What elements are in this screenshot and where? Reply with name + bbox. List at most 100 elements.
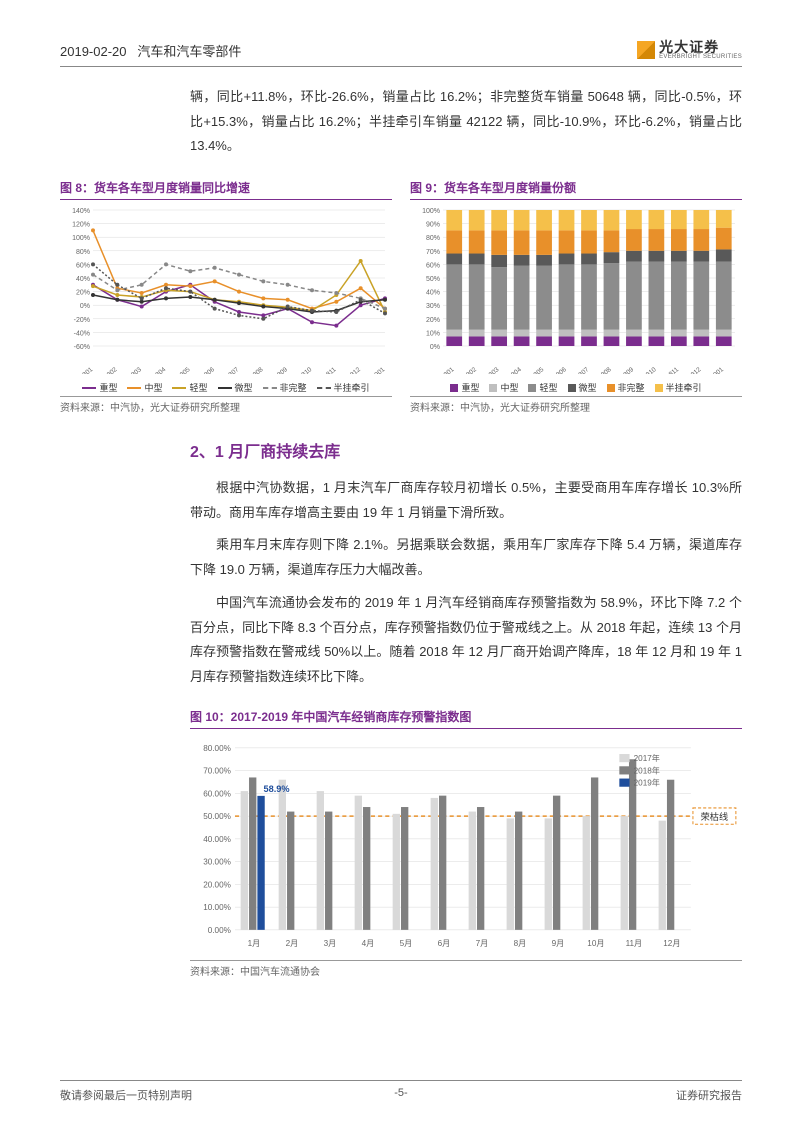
svg-text:0%: 0% — [80, 303, 90, 310]
svg-text:201901: 201901 — [704, 366, 725, 374]
svg-text:80%: 80% — [76, 249, 90, 256]
footer-left: 敬请参阅最后一页特别声明 — [60, 1087, 192, 1103]
svg-text:60%: 60% — [426, 262, 440, 269]
svg-text:201809: 201809 — [614, 366, 635, 374]
svg-text:70%: 70% — [426, 249, 440, 256]
svg-text:2月: 2月 — [286, 939, 299, 948]
page-footer: 敬请参阅最后一页特别声明 -5- 证券研究报告 — [60, 1080, 742, 1103]
logo-cn: 光大证券 — [659, 40, 742, 54]
svg-text:30%: 30% — [426, 303, 440, 310]
logo-mark-icon — [637, 41, 655, 59]
chart9-legend: 重型中型轻型微型非完整半挂牵引 — [410, 381, 742, 394]
svg-text:20.00%: 20.00% — [203, 880, 231, 889]
svg-text:50.00%: 50.00% — [203, 812, 231, 821]
chart9-svg: 0%10%20%30%40%50%60%70%80%90%100%2018012… — [410, 204, 742, 374]
svg-text:80.00%: 80.00% — [203, 744, 231, 753]
svg-text:201811: 201811 — [659, 366, 680, 374]
svg-text:-40%: -40% — [74, 330, 90, 337]
header-meta: 2019-02-20 汽车和汽车零部件 — [60, 41, 241, 60]
logo: 光大证券 EVERBRIGHT SECURITIES — [637, 40, 742, 60]
svg-text:201810: 201810 — [292, 366, 313, 374]
section2-p3: 中国汽车流通协会发布的 2019 年 1 月汽车经销商库存预警指数为 58.9%… — [190, 591, 742, 690]
svg-text:201803: 201803 — [122, 366, 143, 374]
svg-text:201804: 201804 — [502, 366, 523, 374]
chart8-legend: 重型中型轻型微型非完整半挂牵引 — [60, 381, 392, 394]
svg-text:201802: 201802 — [97, 366, 118, 374]
svg-text:201805: 201805 — [170, 366, 191, 374]
logo-en: EVERBRIGHT SECURITIES — [659, 54, 742, 60]
chart10-title: 图 10：2017-2019 年中国汽车经销商库存预警指数图 — [190, 708, 742, 729]
intro-paragraph: 辆，同比+11.8%，环比-26.6%，销量占比 16.2%；非完整货车销量 5… — [190, 85, 742, 159]
footer-center: -5- — [394, 1087, 407, 1099]
svg-text:90%: 90% — [426, 222, 440, 229]
footer-right: 证券研究报告 — [676, 1087, 742, 1103]
svg-text:201806: 201806 — [547, 366, 568, 374]
svg-text:201809: 201809 — [268, 366, 289, 374]
chart8-svg: -60%-40%-20%0%20%40%60%80%100%120%140%20… — [60, 204, 392, 374]
svg-text:40%: 40% — [426, 290, 440, 297]
svg-text:3月: 3月 — [324, 939, 337, 948]
svg-text:201803: 201803 — [479, 366, 500, 374]
chart8-title: 图 8：货车各车型月度销量同比增速 — [60, 179, 392, 200]
svg-text:201808: 201808 — [592, 366, 613, 374]
svg-text:201807: 201807 — [219, 366, 240, 374]
svg-text:201807: 201807 — [569, 366, 590, 374]
svg-text:20%: 20% — [426, 317, 440, 324]
page-header: 2019-02-20 汽车和汽车零部件 光大证券 EVERBRIGHT SECU… — [60, 40, 742, 67]
svg-text:50%: 50% — [426, 276, 440, 283]
svg-text:201801: 201801 — [434, 366, 455, 374]
svg-text:40%: 40% — [76, 276, 90, 283]
svg-text:2018年: 2018年 — [634, 765, 660, 775]
svg-text:100%: 100% — [72, 235, 90, 242]
section2-p2: 乘用车月末库存则下降 2.1%。另据乘联会数据，乘用车厂家库存下降 5.4 万辆… — [190, 533, 742, 582]
svg-text:30.00%: 30.00% — [203, 857, 231, 866]
chart8-source: 资料来源：中汽协，光大证券研究所整理 — [60, 396, 392, 414]
svg-text:58.9%: 58.9% — [264, 783, 290, 793]
chart10-source: 资料来源：中国汽车流通协会 — [190, 960, 742, 978]
svg-text:70.00%: 70.00% — [203, 766, 231, 775]
svg-text:0%: 0% — [430, 344, 440, 351]
svg-text:-60%: -60% — [74, 344, 90, 351]
svg-text:10月: 10月 — [587, 939, 604, 948]
header-title: 汽车和汽车零部件 — [137, 44, 241, 59]
svg-text:8月: 8月 — [514, 939, 527, 948]
svg-text:4月: 4月 — [362, 939, 375, 948]
svg-text:201804: 201804 — [146, 366, 167, 374]
svg-text:40.00%: 40.00% — [203, 834, 231, 843]
svg-text:10.00%: 10.00% — [203, 903, 231, 912]
svg-text:100%: 100% — [422, 208, 440, 215]
svg-text:201802: 201802 — [457, 366, 478, 374]
svg-text:2017年: 2017年 — [634, 753, 660, 763]
svg-text:9月: 9月 — [552, 939, 565, 948]
svg-text:10%: 10% — [426, 330, 440, 337]
section2-title: 2、1 月厂商持续去库 — [190, 438, 742, 462]
svg-text:120%: 120% — [72, 222, 90, 229]
svg-text:80%: 80% — [426, 235, 440, 242]
svg-text:201901: 201901 — [365, 366, 386, 374]
svg-text:5月: 5月 — [400, 939, 413, 948]
section2-p1: 根据中汽协数据，1 月末汽车厂商库存较月初增长 0.5%，主要受商用车库存增长 … — [190, 476, 742, 525]
svg-text:荣枯线: 荣枯线 — [701, 811, 729, 822]
svg-text:201811: 201811 — [317, 366, 338, 374]
svg-text:6月: 6月 — [438, 939, 451, 948]
svg-text:0.00%: 0.00% — [208, 925, 231, 934]
svg-text:201810: 201810 — [637, 366, 658, 374]
svg-text:201801: 201801 — [73, 366, 94, 374]
svg-text:60.00%: 60.00% — [203, 789, 231, 798]
svg-text:12月: 12月 — [663, 939, 680, 948]
svg-text:201808: 201808 — [243, 366, 264, 374]
svg-text:1月: 1月 — [248, 939, 261, 948]
svg-text:140%: 140% — [72, 208, 90, 215]
header-date: 2019-02-20 — [60, 44, 127, 59]
svg-text:11月: 11月 — [626, 939, 643, 948]
svg-text:20%: 20% — [76, 290, 90, 297]
svg-text:201805: 201805 — [524, 366, 545, 374]
svg-text:201806: 201806 — [195, 366, 216, 374]
chart9-block: 图 9：货车各车型月度销量份额 0% 10% 20% 30% 40% 50% 60% 70% 8… — [410, 179, 742, 414]
chart8-block: 图 8：货车各车型月度销量同比增速 -60%-40%-20%0%20%40%60… — [60, 179, 392, 414]
chart10-block: 图 10：2017-2019 年中国汽车经销商库存预警指数图 0.00% 10.0… — [190, 708, 742, 978]
svg-text:201812: 201812 — [681, 366, 702, 374]
svg-text:60%: 60% — [76, 262, 90, 269]
chart9-title: 图 9：货车各车型月度销量份额 — [410, 179, 742, 200]
chart9-source: 资料来源：中汽协，光大证券研究所整理 — [410, 396, 742, 414]
